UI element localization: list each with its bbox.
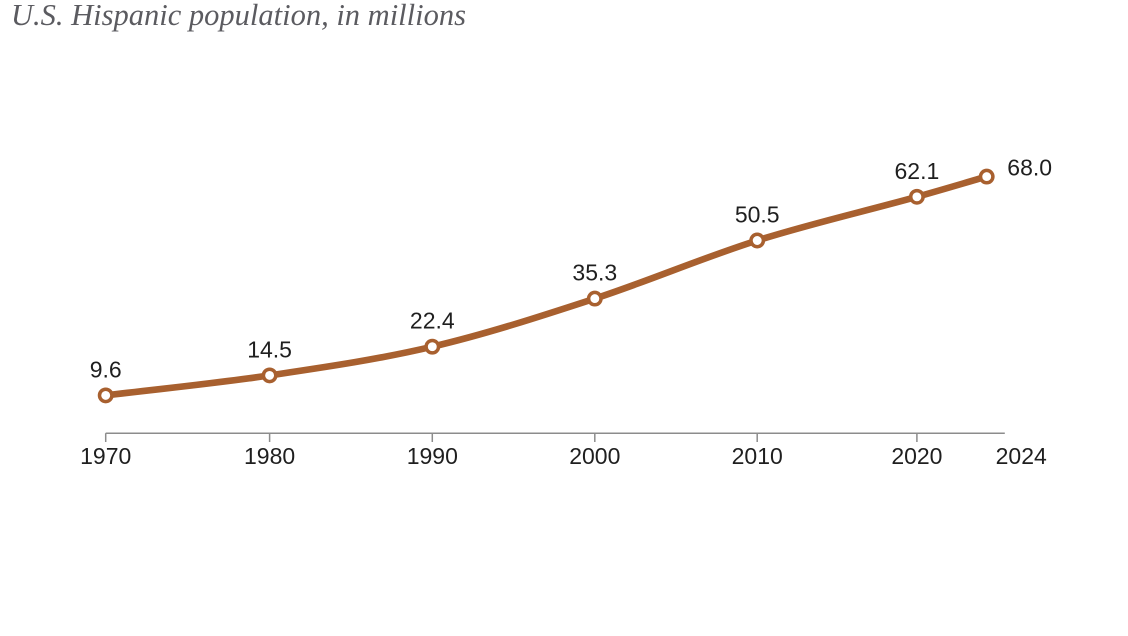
svg-text:62.1: 62.1 [895, 158, 940, 184]
svg-text:35.3: 35.3 [572, 260, 617, 286]
svg-text:9.6: 9.6 [90, 356, 122, 382]
svg-text:1990: 1990 [407, 443, 458, 469]
svg-text:2010: 2010 [732, 443, 783, 469]
svg-text:50.5: 50.5 [735, 202, 780, 228]
svg-text:68.0: 68.0 [1007, 154, 1052, 180]
svg-text:2024: 2024 [996, 443, 1047, 469]
svg-text:1980: 1980 [244, 443, 295, 469]
svg-text:2000: 2000 [569, 443, 620, 469]
svg-text:22.4: 22.4 [410, 308, 455, 334]
svg-text:1970: 1970 [80, 443, 131, 469]
svg-text:2020: 2020 [891, 443, 942, 469]
svg-text:14.5: 14.5 [247, 336, 292, 362]
